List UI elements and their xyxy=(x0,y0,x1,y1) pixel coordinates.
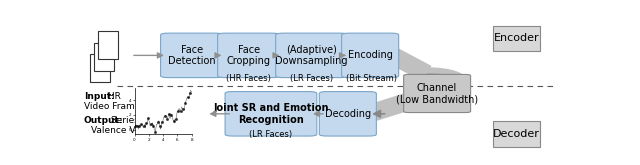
Text: (HR Faces): (HR Faces) xyxy=(226,74,271,83)
Text: Encoder: Encoder xyxy=(493,33,540,43)
FancyBboxPatch shape xyxy=(90,54,110,82)
Text: Joint SR and Emotion
Recognition: Joint SR and Emotion Recognition xyxy=(213,103,329,125)
Text: Channel
(Low Bandwidth): Channel (Low Bandwidth) xyxy=(396,83,478,104)
Text: Decoding: Decoding xyxy=(324,109,371,119)
FancyBboxPatch shape xyxy=(225,92,317,136)
FancyBboxPatch shape xyxy=(98,31,118,59)
Text: Video Frames: Video Frames xyxy=(84,102,145,111)
Text: Face
Cropping: Face Cropping xyxy=(227,45,271,66)
Text: Encoding: Encoding xyxy=(348,50,392,60)
FancyBboxPatch shape xyxy=(161,33,223,78)
Text: (Bit Stream): (Bit Stream) xyxy=(346,74,397,83)
FancyBboxPatch shape xyxy=(342,33,399,78)
FancyBboxPatch shape xyxy=(404,74,470,113)
Text: Valence Values: Valence Values xyxy=(91,126,159,135)
Text: HR: HR xyxy=(105,92,121,101)
Text: (LR Faces): (LR Faces) xyxy=(290,74,333,83)
Text: (Adaptive)
Downsampling: (Adaptive) Downsampling xyxy=(275,45,348,66)
FancyBboxPatch shape xyxy=(493,121,540,147)
FancyBboxPatch shape xyxy=(319,92,376,136)
FancyBboxPatch shape xyxy=(493,26,540,51)
FancyBboxPatch shape xyxy=(218,33,280,78)
Text: Face
Detection: Face Detection xyxy=(168,45,216,66)
Text: Decoder: Decoder xyxy=(493,129,540,139)
FancyBboxPatch shape xyxy=(94,43,114,71)
Text: Series of: Series of xyxy=(108,116,150,125)
Text: Output:: Output: xyxy=(84,116,124,125)
FancyBboxPatch shape xyxy=(276,33,348,78)
Text: (LR Faces): (LR Faces) xyxy=(250,130,292,139)
Text: Input:: Input: xyxy=(84,92,115,101)
